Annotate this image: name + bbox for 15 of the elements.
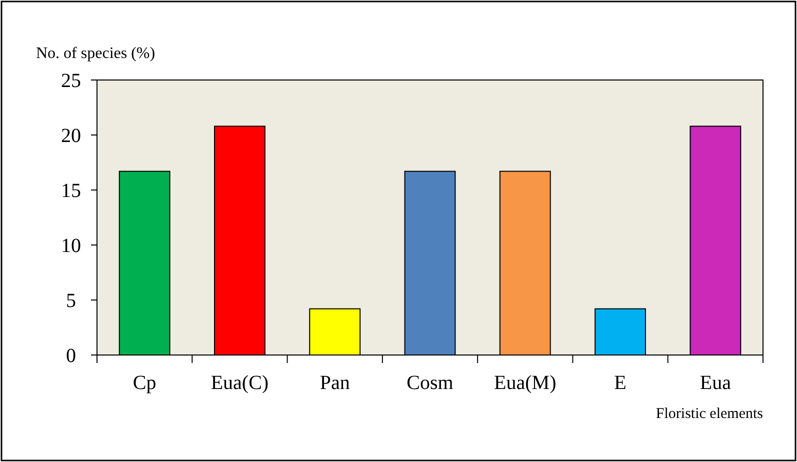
x-tick-label: Eua(M) bbox=[494, 372, 556, 394]
y-tick-label: 10 bbox=[61, 235, 81, 257]
x-tick-label: Pan bbox=[320, 372, 350, 394]
x-tick-label: E bbox=[614, 372, 626, 394]
x-tick-label: Eua bbox=[700, 372, 732, 394]
x-tick-label: Eua(C) bbox=[210, 372, 269, 394]
y-tick-label: 20 bbox=[61, 125, 81, 147]
x-tick-label: Cosm bbox=[406, 372, 454, 394]
y-tick-label: 5 bbox=[66, 290, 76, 312]
y-tick-label: 15 bbox=[61, 180, 81, 202]
x-tick-label: Cp bbox=[132, 372, 156, 394]
x-axis-title: Floristic elements bbox=[656, 406, 764, 422]
y-tick-label: 0 bbox=[66, 345, 76, 367]
y-tick-label: 25 bbox=[61, 70, 81, 92]
y-axis-title: No. of species (%) bbox=[36, 45, 156, 62]
